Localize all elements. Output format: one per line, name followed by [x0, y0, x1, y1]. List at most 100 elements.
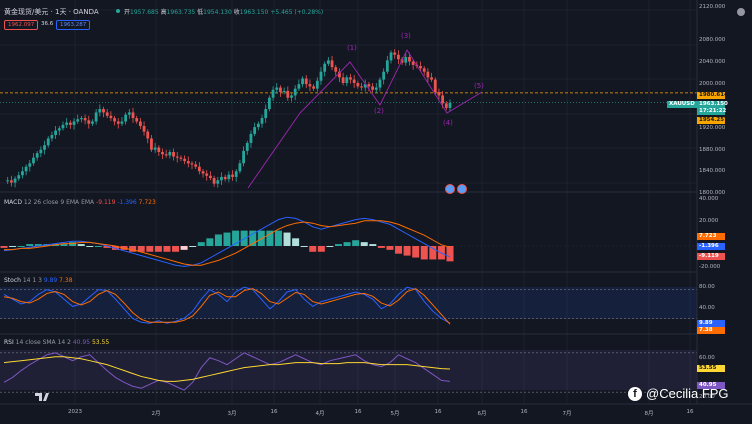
candle-body: [205, 173, 209, 176]
macd-histogram-bar: [197, 242, 205, 246]
macd-histogram-bar: [180, 246, 188, 250]
candle-body: [131, 112, 135, 119]
macd-histogram-bar: [129, 246, 137, 252]
stoch-legend[interactable]: Stoch 14 1 3 9.89 7.38: [4, 277, 73, 284]
macd-histogram-bar: [163, 246, 171, 252]
macd-histogram-bar: [60, 244, 68, 246]
time-tick: 16: [270, 409, 278, 415]
rsi-tag-ma: 53.55: [697, 365, 725, 372]
candle-body: [113, 118, 116, 122]
candle-body: [433, 79, 437, 93]
candle-body: [385, 60, 389, 72]
candle-body: [98, 109, 102, 113]
candle-body: [389, 52, 393, 61]
price-tick: 2120.000: [699, 4, 726, 10]
candle-body: [164, 154, 168, 156]
candle-body: [323, 63, 327, 72]
macd-histogram-bar: [429, 246, 437, 260]
candle-body: [334, 67, 338, 72]
candle-body: [271, 89, 275, 98]
candle-body: [120, 121, 124, 124]
macd-histogram-bar: [403, 246, 411, 256]
buy-button[interactable]: 1963.287: [56, 20, 91, 30]
facebook-icon: f: [628, 386, 642, 401]
macd-histogram-bar: [172, 246, 180, 252]
macd-histogram-bar: [26, 244, 34, 246]
candle-body: [194, 164, 198, 167]
candle-body: [87, 120, 91, 124]
candle-body: [116, 121, 120, 124]
macd-tag-line: -1.396: [697, 243, 725, 250]
candle-body: [50, 135, 54, 139]
time-tick: 8月: [644, 411, 654, 417]
candle-body: [242, 150, 245, 164]
macd-histogram-bar: [249, 230, 257, 246]
candle-body: [411, 61, 415, 65]
macd-histogram-bar: [309, 246, 317, 252]
candle-body: [135, 118, 139, 122]
candle-body: [231, 174, 234, 177]
candle-body: [46, 138, 50, 146]
macd-tick: 40.000: [699, 196, 719, 202]
rsi-tick: 60.00: [699, 355, 715, 361]
time-tick: 3月: [227, 411, 237, 417]
candle-body: [216, 180, 220, 184]
candle-body: [301, 78, 304, 85]
candle-body: [338, 71, 341, 78]
candle-body: [83, 118, 87, 121]
macd-histogram-bar: [77, 244, 85, 246]
symbol-title[interactable]: 黄金现货/美元 · 1天 · OANDA: [4, 8, 99, 16]
countdown-tag: 17:21:22: [697, 108, 727, 115]
time-tick: 16: [434, 409, 442, 415]
macd-histogram-bar: [266, 230, 274, 246]
flag-icon[interactable]: [737, 8, 745, 16]
event-flag-icon[interactable]: [457, 184, 467, 194]
time-tick: 16: [354, 409, 362, 415]
macd-legend[interactable]: MACD 12 26 close 9 EMA EMA -9.119 -1.396…: [4, 199, 156, 206]
candle-body: [175, 156, 179, 158]
stoch-k-line: [3, 286, 451, 324]
candle-body: [209, 175, 212, 179]
stoch-d-line: [3, 288, 451, 325]
candle-body: [430, 77, 433, 80]
macd-tag-signal: 7.723: [697, 233, 725, 240]
macd-histogram-bar: [154, 246, 162, 252]
candle-body: [245, 142, 249, 151]
candle-body: [286, 90, 290, 98]
candle-body: [124, 114, 128, 122]
rsi-legend[interactable]: RSI 14 close SMA 14 2 40.95 53.55: [4, 339, 110, 346]
macd-histogram-bar: [352, 240, 360, 246]
macd-histogram-bar: [146, 246, 154, 252]
candle-body: [179, 157, 183, 159]
candle-body: [102, 109, 105, 113]
low-level-tag: 1954.257: [697, 117, 728, 124]
event-flag-icon[interactable]: [445, 184, 455, 194]
candle-body: [39, 149, 43, 154]
macd-histogram-bar: [274, 230, 282, 246]
candle-body: [382, 71, 386, 80]
candle-body: [279, 87, 282, 93]
stoch-tag-k: 9.89: [697, 320, 725, 327]
candle-body: [264, 109, 268, 119]
candle-body: [378, 79, 382, 88]
macd-histogram-bar: [86, 246, 94, 247]
candle-body: [17, 175, 21, 179]
candle-body: [256, 123, 260, 128]
candle-body: [80, 118, 83, 120]
candle-body: [186, 161, 190, 164]
macd-histogram-bar: [343, 242, 351, 246]
tradingview-logo: [34, 392, 50, 405]
candle-body: [282, 90, 286, 93]
candle-body: [422, 68, 426, 72]
sell-button[interactable]: 1962.097: [4, 20, 39, 30]
dashed-level-tag: 1980.614: [697, 92, 728, 99]
price-tick: 1920.000: [699, 125, 726, 131]
candle-body: [393, 52, 397, 55]
time-tick: 2023: [68, 409, 82, 415]
candle-body: [441, 95, 445, 104]
time-tick: 7月: [562, 411, 572, 417]
candle-body: [223, 176, 227, 180]
price-tick: 1800.000: [699, 190, 726, 196]
